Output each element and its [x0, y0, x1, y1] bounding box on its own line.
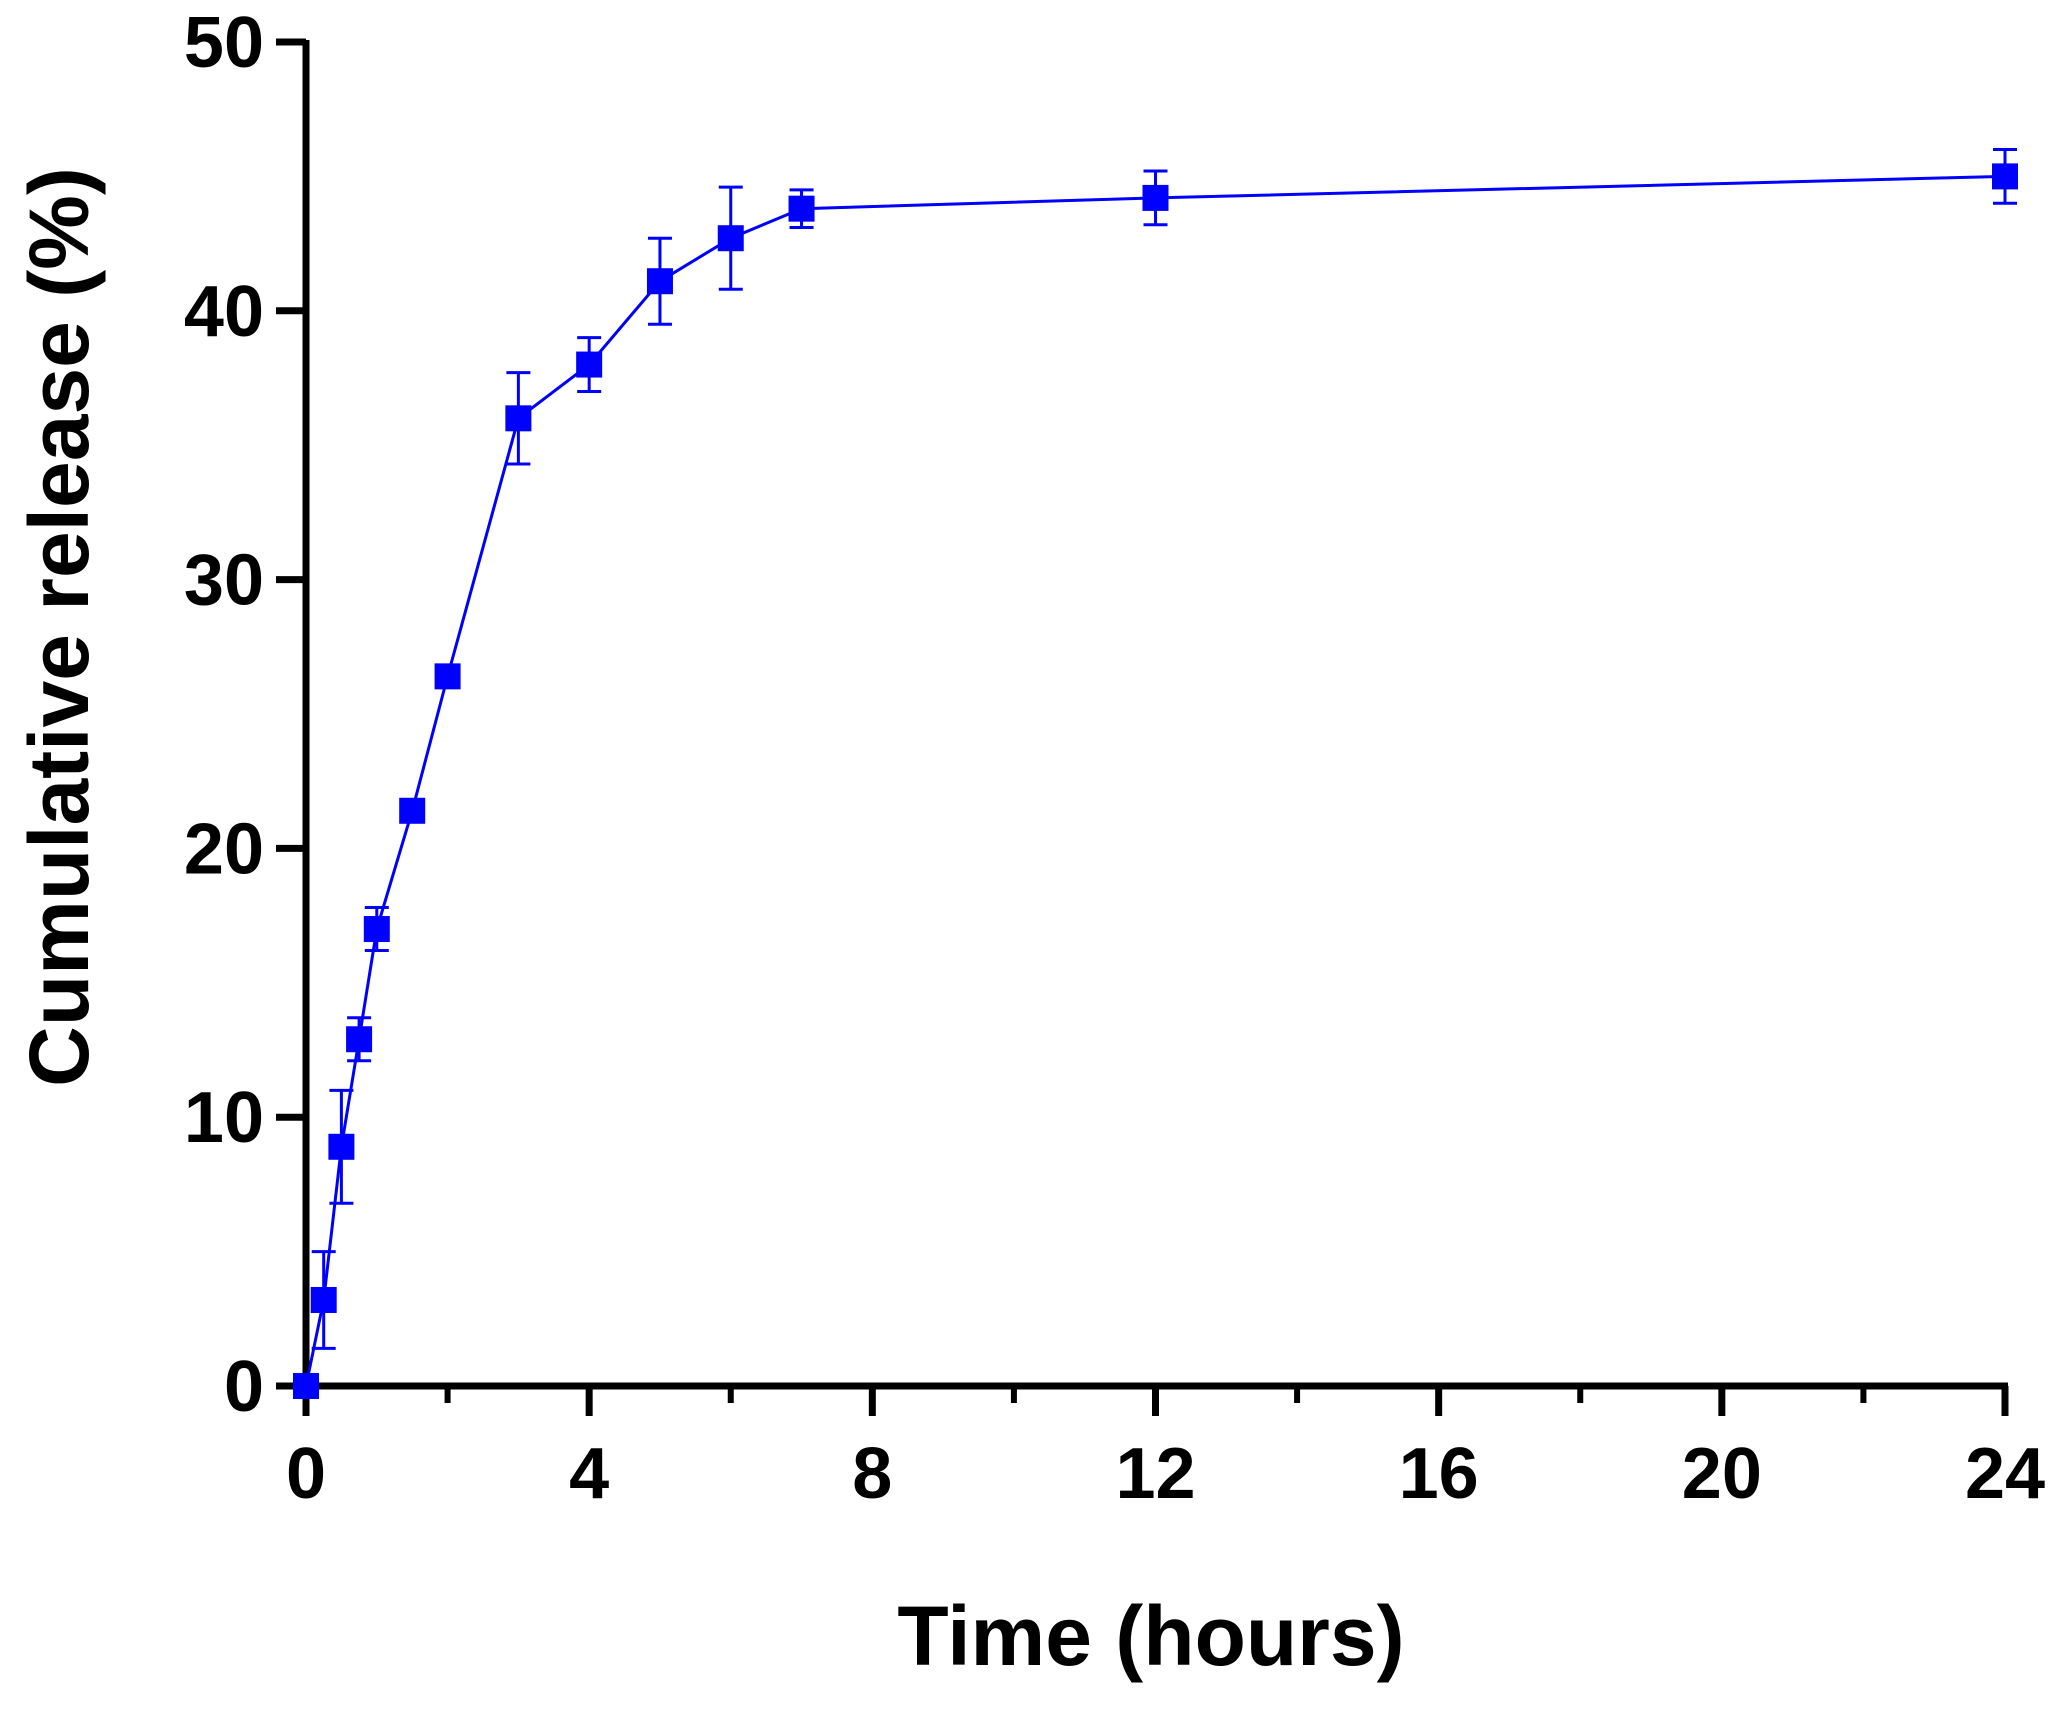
data-point-13 — [1992, 163, 2018, 190]
data-point-10 — [717, 225, 744, 252]
x-tick-label-4: 4 — [569, 1434, 609, 1514]
data-point-2 — [328, 1133, 355, 1160]
tick-labels: 0 10 20 30 40 50 0 4 8 12 16 20 24 — [184, 3, 2045, 1514]
data-point-7 — [505, 405, 532, 432]
y-tick-label-0: 0 — [224, 1347, 264, 1427]
series-layer — [293, 148, 2018, 1399]
tick-marks — [276, 38, 2009, 1416]
series-0-line — [304, 174, 2006, 1387]
data-point-0 — [293, 1373, 319, 1399]
data-point-8 — [576, 351, 603, 378]
data-point-1 — [310, 1286, 337, 1313]
x-tick-label-12: 12 — [1115, 1434, 1195, 1514]
data-point-11 — [788, 195, 815, 222]
data-point-5 — [399, 797, 426, 824]
data-point-12 — [1142, 184, 1169, 211]
y-tick-label-10: 10 — [184, 1078, 264, 1158]
x-tick-label-24: 24 — [1965, 1434, 2045, 1514]
x-tick-label-8: 8 — [852, 1434, 892, 1514]
y-tick-label-20: 20 — [184, 809, 264, 889]
y-tick-label-40: 40 — [184, 272, 264, 352]
x-tick-label-16: 16 — [1399, 1434, 1479, 1514]
axes — [302, 40, 2008, 1390]
data-point-9 — [646, 268, 673, 295]
x-tick-label-20: 20 — [1682, 1434, 1762, 1514]
y-tick-label-50: 50 — [184, 3, 264, 83]
data-point-6 — [434, 663, 461, 690]
x-axis-label: Time (hours) — [897, 1589, 1404, 1683]
y-tick-label-30: 30 — [184, 541, 264, 621]
data-point-4 — [363, 916, 390, 943]
y-axis-label: Cumulative release (%) — [12, 167, 106, 1087]
data-point-3 — [346, 1026, 373, 1053]
x-tick-label-0: 0 — [286, 1434, 326, 1514]
